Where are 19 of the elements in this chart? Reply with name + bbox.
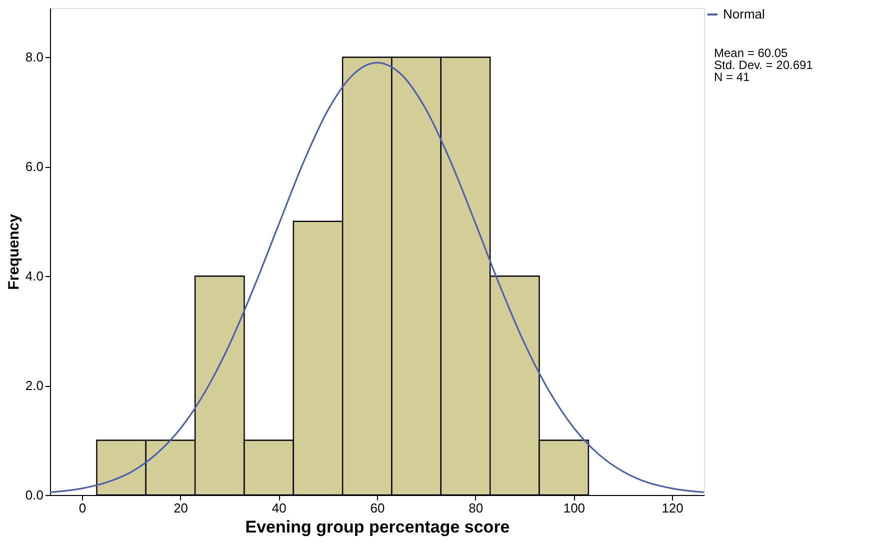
y-tick-label: 4.0 — [25, 268, 44, 284]
text: Mean = 60.05 — [714, 46, 788, 60]
x-tick-label: 120 — [662, 500, 684, 516]
y-tick-label: 0.0 — [25, 488, 44, 502]
x-axis-title: Evening group percentage score — [245, 518, 510, 536]
x-tick-label: 0 — [78, 500, 86, 516]
x-tick-label: 40 — [272, 500, 286, 516]
text: Std. Dev. = 20.691 — [714, 58, 814, 72]
line-series — [50, 62, 704, 494]
legend-label: Normal — [723, 6, 766, 22]
y-axis-title: Frequency — [5, 213, 22, 290]
y-tick-label: 8.0 — [25, 50, 44, 65]
y-tick-label: 6.0 — [25, 159, 44, 174]
x-tick-label: 60 — [370, 500, 385, 516]
x-tick-label: 100 — [563, 500, 586, 516]
x-tick-label: 20 — [174, 500, 188, 516]
y-tick-label: 2.0 — [25, 378, 44, 394]
x-tick-label: 80 — [468, 500, 484, 516]
text: N = 41 — [714, 70, 750, 84]
